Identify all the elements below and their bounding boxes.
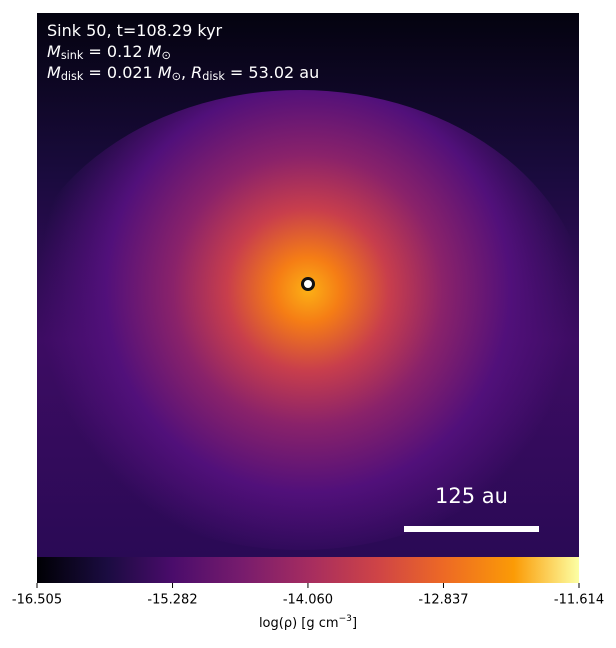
superscript: −3 [339,614,353,624]
density-map [37,13,579,557]
annotation-line: Msink​ = 0.12 M⊙​ [47,42,171,63]
subscript: disk [61,70,84,83]
text-part: Sink 50, t=108.29 kyr [47,21,223,40]
annotation-line: Sink 50, t=108.29 kyr [47,21,223,40]
text-part: M [47,63,61,82]
text-part: = 0.021 [83,63,157,82]
scale-bar-label: 125 au [435,484,508,508]
text-part: log(ρ) [g cm [259,616,339,631]
subscript: ⊙ [161,49,170,62]
colorbar-label: log(ρ) [g cm−3​] [259,614,357,631]
colorbar [37,557,579,583]
subscript: ⊙ [172,70,181,83]
subscript: disk [202,70,225,83]
text-part: M [148,42,162,61]
text-part: ] [352,616,357,631]
text-part: M [47,42,61,61]
text-part: M [158,63,172,82]
text-part: R [191,63,202,82]
tick-label: -16.505 [12,593,62,608]
text-part: , [181,63,191,82]
tick-label: -15.282 [147,593,197,608]
text-part: = 53.02 au [225,63,319,82]
text-part: = 0.12 [83,42,147,61]
scale-bar [404,526,539,532]
tick-label: -11.614 [554,593,604,608]
subscript: sink [61,49,84,62]
tick-label: -12.837 [418,593,468,608]
annotation-line: Mdisk​ = 0.021 M⊙​, Rdisk​ = 53.02 au [47,63,319,84]
tick-label: -14.060 [283,593,333,608]
sink-marker [301,277,315,291]
